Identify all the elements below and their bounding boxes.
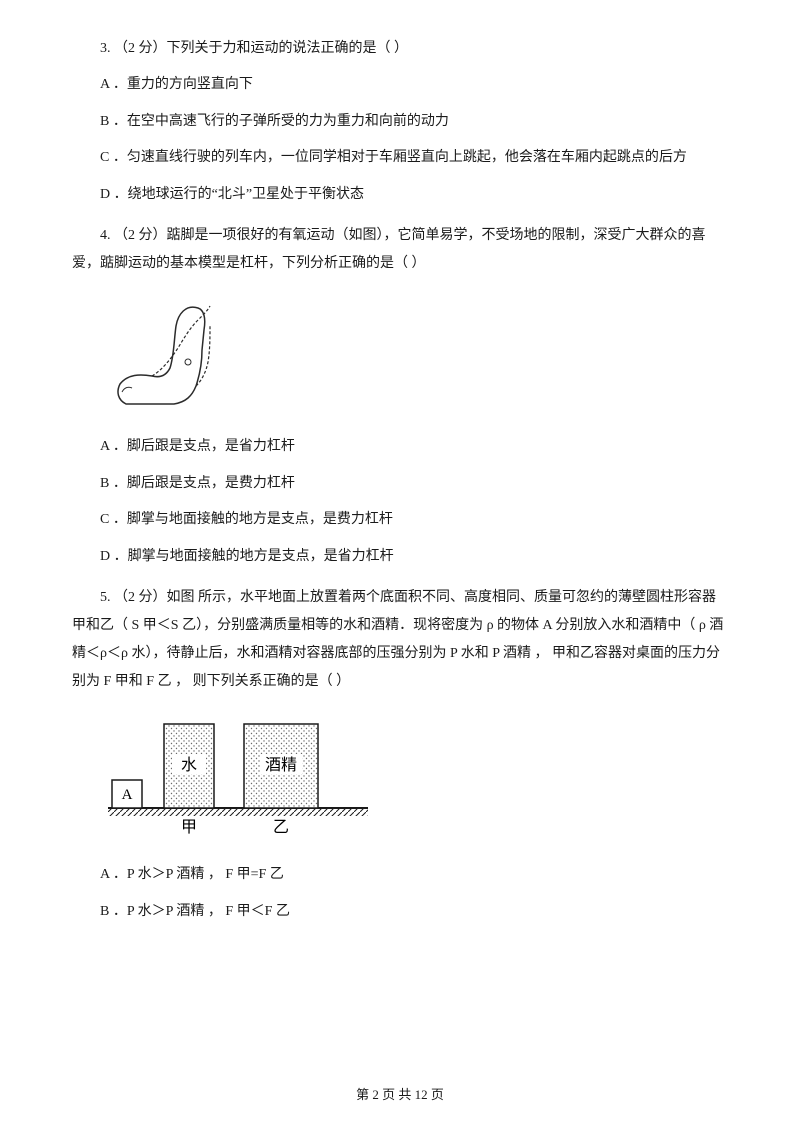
foot-outline-solid	[118, 307, 205, 404]
ground-hatch	[108, 808, 368, 816]
q5-option-a: A ．P 水＞P 酒精 ， F 甲=F 乙	[72, 864, 728, 886]
object-a-label: A	[122, 787, 133, 803]
q3-option-c: C ．匀速直线行驶的列车内，一位同学相对于车厢竖直向上跳起，他会落在车厢内起跳点…	[72, 147, 728, 169]
jia-label: 甲	[181, 819, 197, 836]
ankle-bone	[185, 359, 191, 365]
question-4: 4. （2 分）踮脚是一项很好的有氧运动（如图），它简单易学，不受场地的限制，深…	[72, 222, 728, 568]
q3-header: 3. （2 分）下列关于力和运动的说法正确的是（ ）	[72, 38, 728, 60]
q3-option-b: B ．在空中高速飞行的子弹所受的力为重力和向前的动力	[72, 111, 728, 133]
q4-header: 4. （2 分）踮脚是一项很好的有氧运动（如图），它简单易学，不受场地的限制，深…	[72, 222, 728, 278]
q3-option-d: D ．绕地球运行的“北斗”卫星处于平衡状态	[72, 184, 728, 206]
foot-outline-dashed	[152, 306, 210, 386]
q5-figure-containers: A 水 甲 酒精 乙	[108, 710, 728, 848]
yi-label: 乙	[273, 819, 289, 836]
q3-option-a: A ．重力的方向竖直向下	[72, 74, 728, 96]
question-3: 3. （2 分）下列关于力和运动的说法正确的是（ ） A ．重力的方向竖直向下 …	[72, 38, 728, 206]
q4-option-d: D ．脚掌与地面接触的地方是支点，是省力杠杆	[72, 546, 728, 568]
question-5: 5. （2 分）如图 所示，水平地面上放置着两个底面积不同、高度相同、质量可忽约…	[72, 584, 728, 923]
page-footer: 第 2 页 共 12 页	[0, 1085, 800, 1106]
water-label: 水	[181, 756, 197, 774]
alcohol-label: 酒精	[265, 756, 297, 774]
q4-option-c: C ．脚掌与地面接触的地方是支点，是费力杠杆	[72, 509, 728, 531]
q5-option-b: B ．P 水＞P 酒精 ， F 甲＜F 乙	[72, 901, 728, 923]
q5-header: 5. （2 分）如图 所示，水平地面上放置着两个底面积不同、高度相同、质量可忽约…	[72, 584, 728, 696]
toe-detail	[122, 387, 132, 392]
q4-option-a: A ．脚后跟是支点，是省力杠杆	[72, 436, 728, 458]
q4-option-b: B ．脚后跟是支点，是费力杠杆	[72, 473, 728, 495]
page-number: 第 2 页 共 12 页	[356, 1087, 444, 1102]
q4-figure-foot	[108, 292, 728, 420]
